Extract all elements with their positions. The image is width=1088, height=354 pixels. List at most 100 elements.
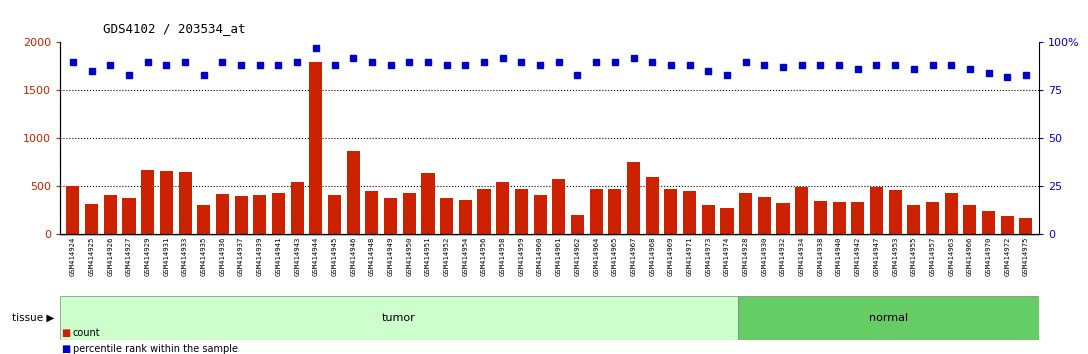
Text: GDS4102 / 203534_at: GDS4102 / 203534_at [103,22,246,35]
Text: GSM414935: GSM414935 [200,237,207,276]
Bar [123,198,136,234]
Bar [254,195,267,234]
Text: GSM414925: GSM414925 [88,237,95,276]
Bar [982,211,996,234]
Bar [384,198,397,234]
Text: GSM414970: GSM414970 [986,237,991,276]
Bar [739,193,752,234]
Text: GSM414948: GSM414948 [369,237,375,276]
Text: GSM414929: GSM414929 [145,237,150,276]
Text: GSM414927: GSM414927 [126,237,132,276]
Text: GSM414967: GSM414967 [631,237,636,276]
Bar [515,189,528,234]
Bar [814,201,827,234]
Text: GSM414953: GSM414953 [892,237,899,276]
Text: GSM414966: GSM414966 [967,237,973,276]
Text: GSM414941: GSM414941 [275,237,282,276]
Bar [553,179,566,234]
Text: GSM414954: GSM414954 [462,237,468,276]
Text: GSM414956: GSM414956 [481,237,487,276]
Text: GSM414933: GSM414933 [182,237,188,276]
Bar [926,202,939,234]
Bar [683,190,696,234]
Text: GSM414947: GSM414947 [874,237,879,276]
Bar [141,170,154,234]
Text: ■: ■ [61,344,71,354]
Bar [197,205,210,234]
Bar [758,197,771,234]
Text: GSM414946: GSM414946 [350,237,356,276]
Bar [720,208,733,234]
Bar [1019,218,1033,234]
Text: GSM414961: GSM414961 [556,237,561,276]
Text: GSM414972: GSM414972 [1004,237,1011,276]
Text: GSM414952: GSM414952 [444,237,449,276]
Bar [665,189,678,234]
Text: GSM414973: GSM414973 [705,237,712,276]
Text: count: count [73,328,100,338]
Bar [160,171,173,234]
Bar [309,62,322,234]
Bar [366,190,379,234]
Text: tissue ▶: tissue ▶ [12,313,54,323]
Text: GSM414928: GSM414928 [743,237,749,276]
Text: GSM414944: GSM414944 [313,237,319,276]
Bar [178,171,191,234]
Text: GSM414975: GSM414975 [1023,237,1029,276]
Bar [870,187,883,234]
Text: GSM414963: GSM414963 [949,237,954,276]
Text: normal: normal [869,313,908,323]
Text: GSM414964: GSM414964 [593,237,599,276]
Bar [702,205,715,234]
Bar [645,177,658,234]
Text: GSM414936: GSM414936 [220,237,225,276]
Bar [571,215,584,234]
Bar [738,296,1039,340]
Text: GSM414971: GSM414971 [687,237,693,276]
Text: GSM414959: GSM414959 [518,237,524,276]
Text: GSM414940: GSM414940 [836,237,842,276]
Text: GSM414960: GSM414960 [537,237,543,276]
Text: GSM414957: GSM414957 [929,237,936,276]
Text: GSM414926: GSM414926 [108,237,113,276]
Bar [496,182,509,234]
Text: GSM414943: GSM414943 [294,237,300,276]
Text: GSM414942: GSM414942 [855,237,861,276]
Bar [777,203,790,234]
Text: GSM414934: GSM414934 [799,237,805,276]
Text: GSM414949: GSM414949 [387,237,394,276]
Bar [590,189,603,234]
Text: GSM414939: GSM414939 [257,237,263,276]
Text: GSM414958: GSM414958 [499,237,506,276]
Bar [851,202,864,234]
Bar [347,152,360,234]
Bar [85,204,98,234]
Bar [963,205,976,234]
Text: GSM414962: GSM414962 [574,237,581,276]
Text: GSM414969: GSM414969 [668,237,673,276]
Bar [608,189,621,234]
Bar [60,296,738,340]
Bar [459,200,472,234]
Bar [627,162,640,234]
Text: GSM414932: GSM414932 [780,237,786,276]
Bar [421,173,434,234]
Text: GSM414965: GSM414965 [611,237,618,276]
Bar [795,187,808,234]
Bar [103,195,116,234]
Bar [478,189,491,234]
Text: GSM414974: GSM414974 [724,237,730,276]
Text: GSM414945: GSM414945 [332,237,337,276]
Text: GSM414931: GSM414931 [163,237,170,276]
Bar [944,193,957,234]
Text: GSM414938: GSM414938 [817,237,824,276]
Text: GSM414951: GSM414951 [425,237,431,276]
Bar [272,194,285,234]
Bar [235,196,248,234]
Bar [832,202,845,234]
Bar [215,194,228,234]
Bar [533,195,546,234]
Text: GSM414955: GSM414955 [911,237,917,276]
Bar [441,198,454,234]
Bar [403,193,416,234]
